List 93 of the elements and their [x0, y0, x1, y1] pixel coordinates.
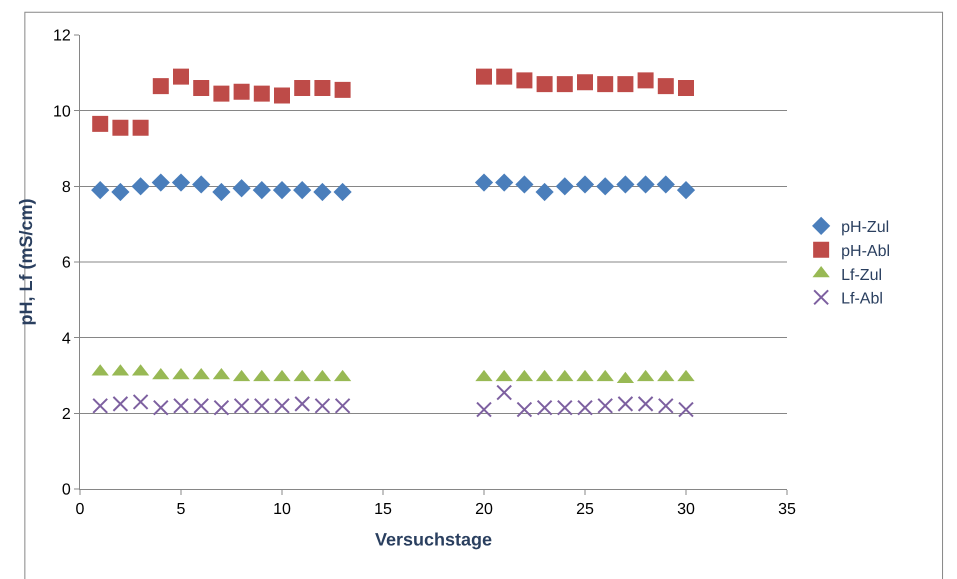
point — [658, 398, 674, 414]
point — [597, 398, 614, 414]
x-tick-label: 10 — [273, 501, 291, 518]
point — [474, 173, 494, 192]
point — [536, 182, 554, 202]
y-tick-label: 6 — [62, 254, 71, 272]
point — [596, 177, 614, 196]
x-tick-label: 0 — [76, 501, 85, 518]
point — [314, 80, 330, 96]
point — [112, 396, 128, 412]
point — [254, 86, 270, 102]
x-tick-label: 20 — [475, 501, 493, 518]
point — [193, 398, 210, 414]
point — [616, 175, 634, 194]
x-tick-label: 35 — [778, 501, 796, 518]
legend-label: Lf-Zul — [841, 266, 882, 284]
y-tick-label: 2 — [62, 406, 71, 423]
point — [334, 82, 351, 98]
point — [334, 398, 351, 414]
point — [111, 182, 130, 202]
point — [272, 181, 292, 200]
point — [91, 181, 110, 200]
point — [638, 72, 654, 88]
point — [556, 76, 573, 92]
point — [495, 173, 514, 192]
point — [617, 396, 634, 412]
point — [496, 384, 512, 401]
point — [132, 394, 149, 410]
point — [516, 72, 532, 88]
point — [152, 400, 169, 416]
y-axis-title: pH, Lf (mS/cm) — [16, 198, 36, 326]
point — [173, 68, 189, 85]
point — [112, 120, 128, 136]
y-tick-label: 8 — [62, 178, 71, 196]
legend-label: pH-Abl — [841, 242, 890, 260]
point — [173, 398, 189, 414]
x-tick-label: 5 — [176, 501, 186, 518]
point — [152, 173, 170, 192]
x-tick-label: 15 — [374, 501, 392, 518]
point — [234, 84, 250, 100]
point — [193, 80, 210, 96]
point — [274, 398, 290, 414]
point — [293, 181, 312, 200]
point — [476, 68, 492, 85]
point — [636, 175, 655, 194]
point — [556, 400, 573, 416]
point — [476, 402, 492, 418]
point — [314, 398, 330, 414]
point — [577, 74, 593, 90]
y-tick-label: 4 — [62, 330, 71, 348]
point — [656, 175, 675, 194]
point — [678, 402, 694, 418]
point — [313, 182, 332, 202]
point — [294, 80, 310, 96]
point — [556, 177, 574, 196]
point — [234, 398, 250, 414]
point — [92, 116, 108, 132]
point — [678, 80, 694, 96]
legend-label: pH-Zul — [841, 219, 890, 236]
point — [536, 76, 553, 92]
point — [192, 175, 210, 194]
point — [496, 68, 512, 85]
point — [638, 396, 654, 412]
point — [172, 173, 190, 192]
point — [252, 181, 271, 200]
point — [515, 175, 534, 194]
point — [152, 78, 169, 94]
point — [617, 76, 634, 92]
point — [658, 78, 674, 94]
point — [577, 400, 593, 416]
point — [132, 177, 150, 196]
point — [213, 86, 230, 102]
point — [254, 398, 270, 414]
point — [334, 182, 352, 202]
point — [576, 175, 594, 194]
y-tick-label: 0 — [62, 482, 71, 499]
point — [274, 88, 290, 104]
y-tick-label: 12 — [53, 28, 71, 45]
y-tick-label: 10 — [53, 103, 71, 120]
x-tick-label: 30 — [677, 501, 695, 518]
x-axis-title: Versuchstage — [374, 529, 492, 550]
point — [676, 181, 696, 200]
point — [294, 396, 310, 412]
point — [92, 398, 108, 414]
point — [536, 400, 553, 416]
point — [213, 400, 230, 416]
point — [212, 182, 230, 202]
legend-label: Lf-Abl — [841, 290, 883, 308]
point — [597, 76, 614, 92]
point — [516, 402, 532, 418]
point — [132, 120, 149, 136]
point — [232, 179, 251, 198]
x-tick-label: 25 — [576, 501, 594, 518]
